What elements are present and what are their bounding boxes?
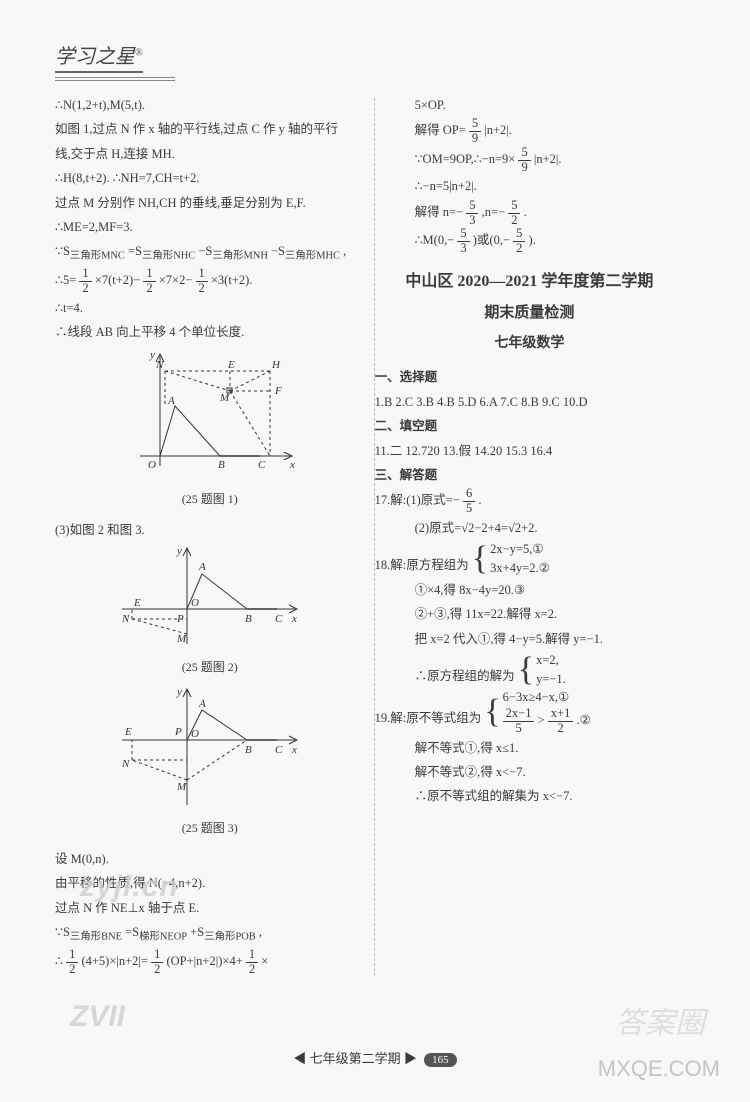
line: 解得 n=− 53 ,n=− 52 . xyxy=(375,199,685,228)
paper-title: 中山区 2020—2021 学年度第二学期 xyxy=(375,266,685,297)
section-2: 二、填空题 xyxy=(375,414,685,438)
left-column: ∴N(1,2+t),M(5,t). 如图 1,过点 N 作 x 轴的平行线,过点… xyxy=(55,93,365,976)
page-number: 165 xyxy=(424,1053,457,1067)
svg-text:E: E xyxy=(227,359,235,371)
svg-text:y: y xyxy=(176,545,182,557)
line: 过点 M 分别作 NH,CH 的垂线,垂足分别为 E,F. xyxy=(55,191,365,215)
svg-text:F: F xyxy=(274,385,282,397)
svg-text:E: E xyxy=(124,726,132,738)
mc-answers: 1.B 2.C 3.B 4.B 5.D 6.A 7.C 8.B 9.C 10.D xyxy=(375,390,685,414)
svg-text:B: B xyxy=(245,744,252,756)
line: ∴t=4. xyxy=(55,296,365,320)
svg-text:P: P xyxy=(176,613,184,625)
caption-3: (25 题图 3) xyxy=(55,817,365,840)
svg-text:A: A xyxy=(167,395,175,407)
line: 线,交于点 H,连接 MH. xyxy=(55,142,365,166)
line: ∴原方程组的解为 { x=2, y=−1. xyxy=(375,651,685,689)
line: ①×4,得 8x−4y=20.③ xyxy=(375,578,685,602)
line: ∴H(8,t+2). ∴NH=7,CH=t+2. xyxy=(55,166,365,190)
section-1: 一、选择题 xyxy=(375,365,685,389)
svg-text:B: B xyxy=(245,613,252,625)
svg-text:C: C xyxy=(275,613,283,625)
line: ∴线段 AB 向上平移 4 个单位长度. xyxy=(55,320,365,344)
line: 设 M(0,n). xyxy=(55,847,365,871)
q18: 18.解:原方程组为 { 2x−y=5,① 3x+4y=2.② xyxy=(375,540,685,578)
svg-text:x: x xyxy=(291,744,297,756)
line: 如图 1,过点 N 作 x 轴的平行线,过点 C 作 y 轴的平行 xyxy=(55,117,365,141)
line: (3)如图 2 和图 3. xyxy=(55,518,365,542)
line: ∴M(0,− 53 )或(0,− 52 ). xyxy=(375,227,685,256)
line: ∴ME=2,MF=3. xyxy=(55,215,365,239)
graph-1: y x O A B C N M E F H xyxy=(120,346,300,486)
svg-text:x: x xyxy=(289,459,295,471)
caption-1: (25 题图 1) xyxy=(55,488,365,511)
svg-text:O: O xyxy=(191,728,199,740)
line: 解不等式①,得 x≤1. xyxy=(375,736,685,760)
section-3: 三、解答题 xyxy=(375,463,685,487)
line: ②+③,得 11x=22.解得 x=2. xyxy=(375,602,685,626)
line: ∵S三角形BNE =S梯形NEOP +S三角形POB , xyxy=(55,920,365,948)
svg-text:N: N xyxy=(121,758,130,770)
fb-answers: 11.二 12.720 13.假 14.20 15.3 16.4 xyxy=(375,439,685,463)
svg-text:C: C xyxy=(258,459,266,471)
watermark: ZVII xyxy=(70,1000,125,1034)
svg-text:A: A xyxy=(198,698,206,710)
line: ∴N(1,2+t),M(5,t). xyxy=(55,93,365,117)
graph-2: y x O A B C N M E P xyxy=(117,544,302,654)
caption-2: (25 题图 2) xyxy=(55,656,365,679)
q19: 19.解:原不等式组为 { 6−3x≥4−x,① 2x−15 > x+12 .② xyxy=(375,688,685,735)
line: ∴−n=5|n+2|. xyxy=(375,174,685,198)
column-divider xyxy=(374,98,375,976)
paper-subtitle: 期末质量检测 xyxy=(375,299,685,328)
watermark: MXQE.COM xyxy=(598,1056,720,1082)
svg-text:M: M xyxy=(219,392,230,404)
watermark: zyjl.cn xyxy=(80,870,179,904)
graph-3: y x O A B C N M E P xyxy=(117,685,302,815)
brand-sup: ® xyxy=(135,47,143,58)
svg-text:E: E xyxy=(133,597,141,609)
q17-1: 17.解:(1)原式=− 65 . xyxy=(375,487,685,516)
footer-label: 七年级第二学期 xyxy=(310,1051,401,1066)
svg-text:H: H xyxy=(271,359,281,371)
svg-text:N: N xyxy=(121,613,130,625)
right-column: 5×OP. 解得 OP= 59 |n+2|. ∵OM=9OP,∴−n=9× 59… xyxy=(375,93,685,976)
paper-subject: 七年级数学 xyxy=(375,330,685,357)
line: 5×OP. xyxy=(375,93,685,117)
svg-text:C: C xyxy=(275,744,283,756)
line: 把 x=2 代入①,得 4−y=5.解得 y=−1. xyxy=(375,627,685,651)
brand-underline xyxy=(55,77,175,81)
line: ∵OM=9OP,∴−n=9× 59 |n+2|. xyxy=(375,146,685,175)
line: ∵S三角形MNC =S三角形NHC −S三角形MNH −S三角形MHC , xyxy=(55,239,365,267)
brand-logo: 学习之星® xyxy=(55,40,143,73)
line: 解得 OP= 59 |n+2|. xyxy=(375,117,685,146)
svg-text:y: y xyxy=(176,686,182,698)
svg-text:P: P xyxy=(174,726,182,738)
svg-text:O: O xyxy=(191,597,199,609)
line: ∴5= 12 ×7(t+2)− 12 ×7×2− 12 ×3(t+2). xyxy=(55,267,365,296)
q17-2: (2)原式=√2−2+4=√2+2. xyxy=(375,516,685,540)
svg-text:N: N xyxy=(155,359,164,371)
svg-text:x: x xyxy=(291,613,297,625)
watermark: 答案圈 xyxy=(615,998,705,1042)
line: ∴ 12 (4+5)×|n+2|= 12 (OP+|n+2|)×4+ 12 × xyxy=(55,948,365,977)
line: 解不等式②,得 x<−7. xyxy=(375,760,685,784)
svg-text:M: M xyxy=(176,633,187,645)
svg-text:A: A xyxy=(198,561,206,573)
line: ∴原不等式组的解集为 x<−7. xyxy=(375,784,685,808)
svg-text:B: B xyxy=(218,459,225,471)
svg-text:O: O xyxy=(148,459,156,471)
svg-text:y: y xyxy=(149,349,155,361)
brand-text: 学习之星 xyxy=(55,46,135,68)
svg-text:M: M xyxy=(176,781,187,793)
